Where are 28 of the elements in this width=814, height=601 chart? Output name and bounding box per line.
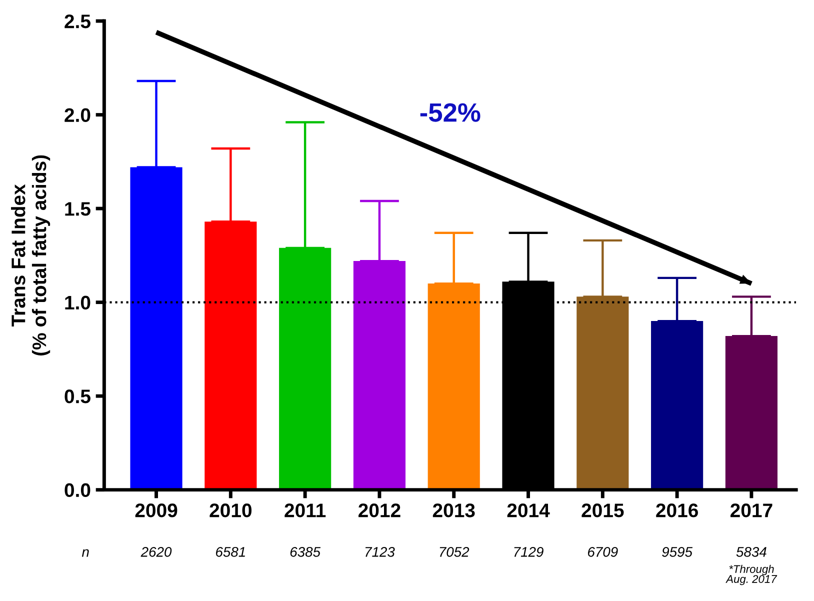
- text: 6709: [588, 546, 618, 557]
- text: *Through Aug. 2017: [726, 564, 778, 586]
- x-tick-label: 2010: [210, 504, 252, 518]
- x-tick-label: 2013: [432, 504, 475, 518]
- text: 6581: [216, 546, 245, 557]
- x-tick-label: 2017: [730, 504, 772, 518]
- y-tick-label: 1.5: [65, 202, 90, 216]
- y-tick-label: 0.5: [64, 390, 90, 404]
- text: n: [82, 549, 89, 557]
- y-tick-label: 2.0: [64, 108, 90, 122]
- text: 2620: [140, 546, 172, 557]
- text: 6385: [290, 546, 321, 557]
- y-tick-label: 2.5: [64, 14, 90, 28]
- text: 7052: [440, 546, 470, 557]
- y-axis-title: Trans Fat Index (% of total fatty acids): [11, 155, 50, 356]
- x-tick-label: 2009: [135, 504, 178, 518]
- y-tick-label: 0.0: [64, 483, 90, 498]
- x-tick-label: 2015: [582, 504, 624, 518]
- text: 9595: [662, 546, 693, 557]
- text: 7129: [514, 546, 544, 557]
- annotation: -52%: [420, 103, 480, 122]
- x-tick-label: 2014: [507, 504, 550, 518]
- x-tick-label: 2016: [656, 504, 698, 518]
- x-tick-label: 2012: [358, 504, 400, 518]
- y-tick-label: 1.0: [65, 296, 90, 310]
- text: 5834: [736, 546, 766, 557]
- text: 7123: [365, 546, 395, 557]
- x-tick-label: 2011: [284, 504, 326, 518]
